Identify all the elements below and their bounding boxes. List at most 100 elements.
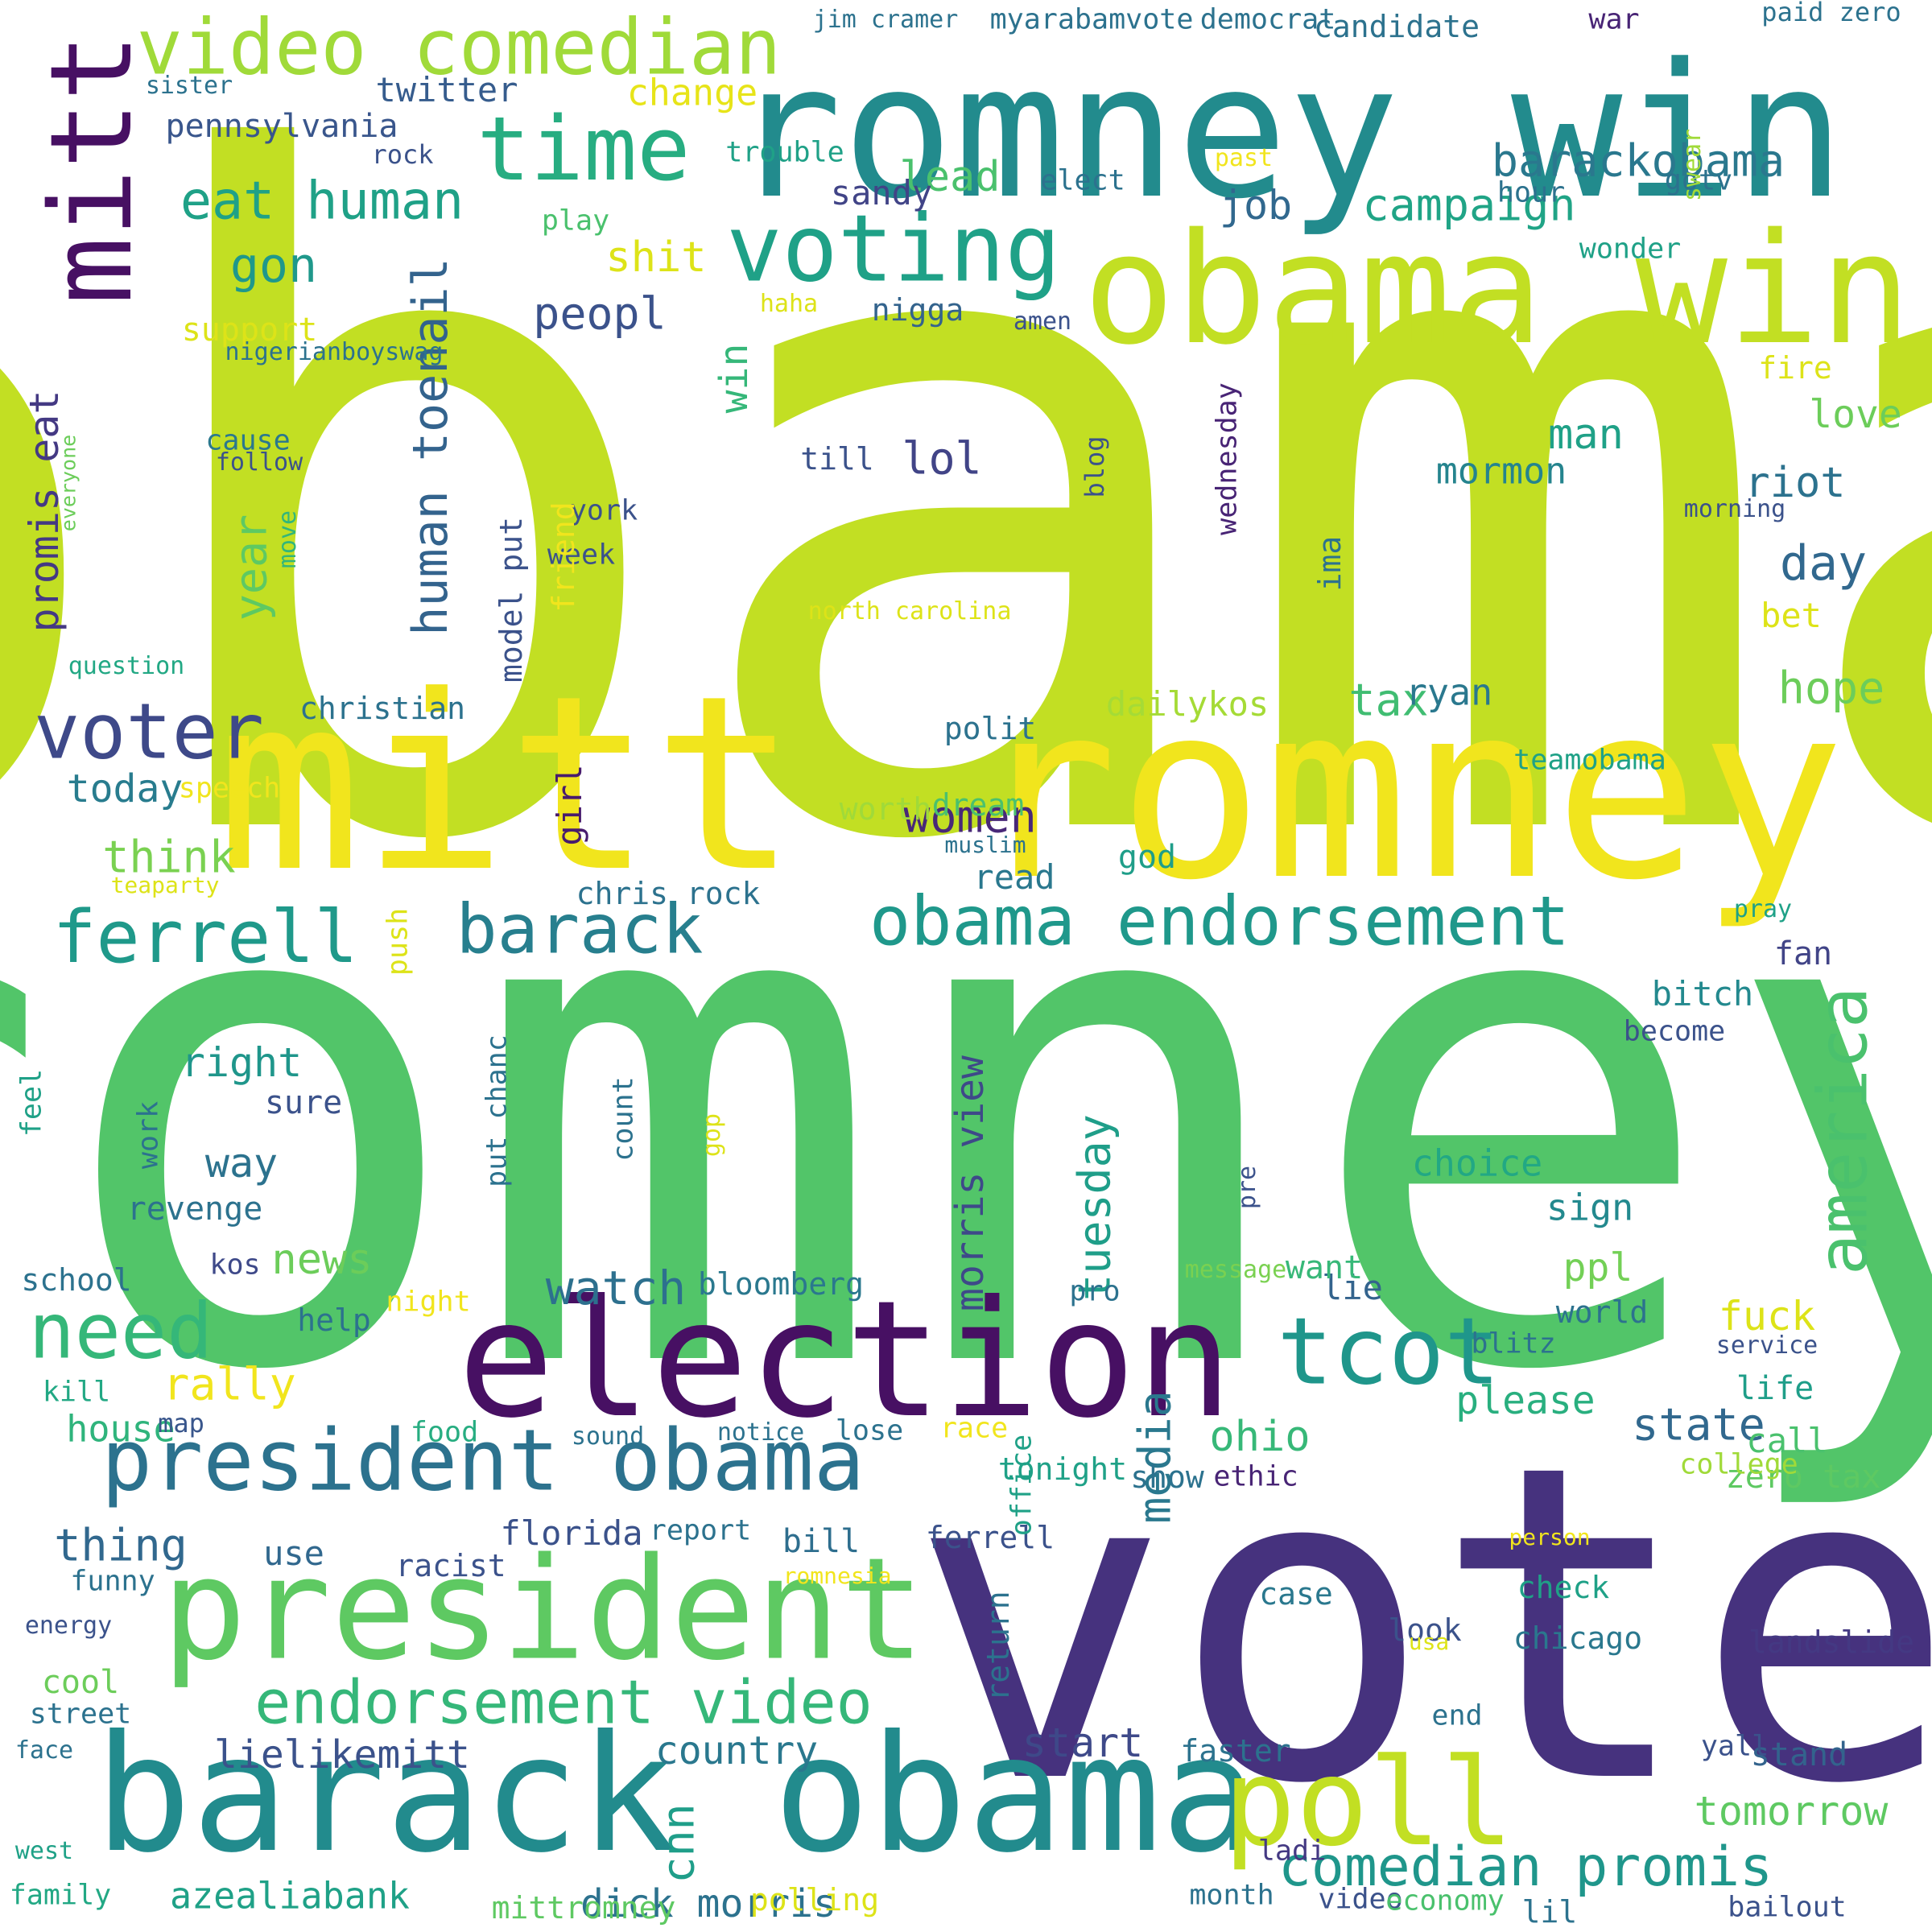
cloud-word: person (1509, 1524, 1591, 1550)
cloud-word: bet (1761, 596, 1822, 635)
cloud-word: cnn (652, 1803, 704, 1884)
cloud-word: kill (42, 1376, 111, 1409)
cloud-word: shit (605, 233, 707, 282)
cloud-word: read (973, 857, 1055, 897)
cloud-word: poll (1223, 1733, 1514, 1873)
cloud-word: college (1679, 1448, 1798, 1481)
cloud-word: state (1632, 1398, 1765, 1451)
cloud-word: economy (1385, 1885, 1505, 1918)
cloud-word: time (477, 97, 691, 200)
cloud-word: amen (1013, 308, 1072, 336)
cloud-word: week (547, 539, 616, 572)
cloud-word: think (102, 831, 236, 883)
cloud-word: zero tax (1725, 1459, 1881, 1496)
cloud-word: gop (698, 1113, 726, 1158)
cloud-word: family (9, 1879, 112, 1912)
cloud-word: ferrell (52, 895, 358, 980)
cloud-word: riot (1744, 459, 1846, 507)
cloud-word: obama win (1083, 200, 1912, 378)
cloud-word: democrat (1199, 3, 1336, 36)
cloud-word: eat human (180, 171, 464, 232)
cloud-word: today (66, 766, 184, 811)
cloud-word: mormon (1435, 449, 1567, 493)
cloud-word: endorsement video (254, 1666, 873, 1738)
cloud-word: barack (456, 890, 704, 970)
cloud-word: sure (264, 1084, 343, 1121)
cloud-word: nigerianboyswag (225, 338, 444, 366)
cloud-word: landslide (1748, 1624, 1914, 1660)
cloud-word: day (1779, 535, 1868, 592)
cloud-word: usa (1408, 1629, 1450, 1655)
cloud-word: romney (972, 652, 1845, 933)
cloud-word: bitch (1651, 974, 1754, 1013)
cloud-word: feel (15, 1068, 48, 1137)
cloud-word: nigga (871, 292, 964, 328)
cloud-word: fire (1758, 350, 1832, 386)
cloud-word: job (1219, 182, 1293, 229)
cloud-word: thing (54, 1519, 188, 1571)
cloud-word: mitt (216, 644, 799, 925)
cloud-word: jim cramer (812, 6, 959, 34)
cloud-word: wednesday (1211, 382, 1244, 535)
cloud-word: till (800, 441, 874, 477)
cloud-word: fuck (1718, 1293, 1816, 1340)
cloud-word: year (225, 514, 277, 621)
cloud-word: pre (1233, 1165, 1261, 1210)
cloud-word: faster (1180, 1733, 1291, 1769)
cloud-word: message (1184, 1256, 1287, 1284)
cloud-word: voter (34, 687, 264, 777)
cloud-word: tonight (997, 1451, 1128, 1487)
cloud-word: barack obama (94, 1701, 1258, 1889)
cloud-word: teamobama (1513, 744, 1666, 777)
cloud-word: gon (229, 237, 318, 294)
cloud-word: trouble (725, 136, 844, 169)
cloud-word: worth (839, 791, 932, 827)
cloud-word: pray (1733, 895, 1793, 923)
cloud-word: funny (70, 1565, 155, 1598)
cloud-word: put chanc (481, 1034, 514, 1187)
cloud-word: street (29, 1698, 132, 1731)
cloud-word: president (161, 1528, 926, 1692)
cloud-word: chris rock (576, 876, 761, 911)
cloud-word: christian (299, 691, 465, 726)
cloud-word: video (1318, 1883, 1403, 1916)
cloud-word: president obama (101, 1411, 865, 1510)
cloud-word: tcot (1277, 1298, 1501, 1406)
cloud-word: call (1746, 1421, 1828, 1460)
cloud-word: media (1129, 1390, 1181, 1524)
cloud-word: campaign (1362, 179, 1576, 231)
cloud-word: energy (24, 1612, 113, 1640)
cloud-word: twitter (375, 70, 518, 109)
cloud-word: change (626, 71, 758, 114)
cloud-word: polit (943, 711, 1037, 746)
cloud-word: dream (931, 787, 1025, 823)
cloud-word: notice (716, 1418, 805, 1447)
cloud-word: chicago (1513, 1620, 1643, 1656)
cloud-word: win (712, 343, 757, 414)
cloud-word: ppl (1563, 1245, 1633, 1290)
cloud-word: pro (1069, 1275, 1121, 1308)
cloud-word: become (1623, 1015, 1726, 1048)
cloud-word: florida (500, 1513, 643, 1553)
cloud-word: ryan (1405, 671, 1493, 714)
cloud-word: barackobama (1491, 134, 1785, 187)
cloud-word: ohio (1209, 1413, 1311, 1461)
cloud-word: mitt (27, 33, 158, 305)
cloud-word: racist (395, 1548, 506, 1583)
cloud-word: past (1214, 144, 1274, 172)
cloud-word: choice (1411, 1141, 1543, 1185)
cloud-word: rock (371, 139, 434, 170)
cloud-word: sandy (830, 173, 933, 213)
cloud-word: ladi (1257, 1835, 1327, 1868)
cloud-word: kos (209, 1249, 261, 1282)
cloud-word: hope (1777, 662, 1885, 714)
cloud-word: life (1736, 1370, 1814, 1407)
cloud-word: speech (178, 772, 281, 805)
cloud-word: romney win (730, 25, 1846, 240)
cloud-word: tuesday (1068, 1114, 1121, 1301)
cloud-word: mittromney (491, 1890, 676, 1926)
cloud-word: pennsylvania (165, 108, 398, 145)
cloud-word: sign (1546, 1186, 1634, 1229)
cloud-word: race (939, 1412, 1009, 1445)
